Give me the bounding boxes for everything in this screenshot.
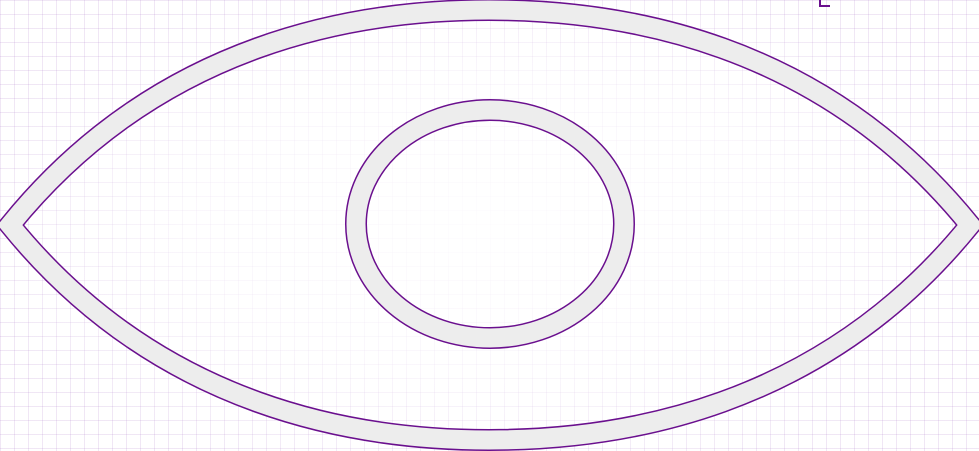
iris-ring	[346, 100, 634, 348]
stray-mark	[819, 0, 830, 7]
